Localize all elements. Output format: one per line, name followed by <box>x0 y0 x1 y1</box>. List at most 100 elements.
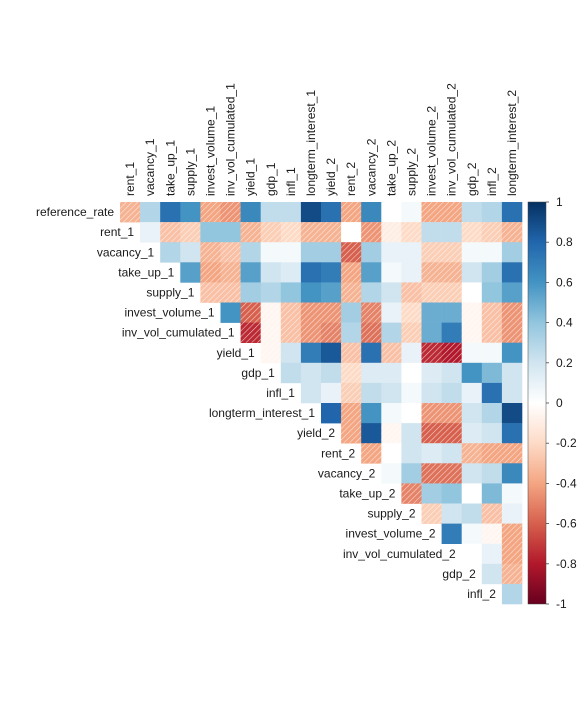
row-label-vacancy_1: vacancy_1 <box>97 245 155 259</box>
heatmap-cell-vacancy_1-take_up_2 <box>381 242 402 263</box>
column-label-invest_volume_2: invest_volume_2 <box>425 106 439 196</box>
heatmap-cell-gdp_1-inv_vol_cumulated_2 <box>441 362 462 384</box>
heatmap-cell-invest_volume_2-inv_vol_cumulated_2 <box>441 523 462 544</box>
heatmap-cell-hatch-take_up_1-inv_vol_cumulated_2 <box>441 262 462 283</box>
column-label-take_up_2: take_up_2 <box>384 140 398 196</box>
heatmap-cell-hatch-inv_vol_cumulated_1-gdp_1 <box>260 322 281 343</box>
heatmap-cell-vacancy_2-take_up_2 <box>381 463 402 484</box>
heatmap-cell-hatch-rent_1-supply_1 <box>180 222 201 243</box>
heatmap-cell-rent_1-invest_volume_1 <box>200 222 221 243</box>
heatmap-cell-hatch-reference_rate-rent_2 <box>341 202 362 223</box>
heatmap-cell-longterm_interest_1-gdp_2 <box>461 403 483 424</box>
heatmap-cell-hatch-supply_1-supply_2 <box>401 282 422 303</box>
heatmap-cell-invest_volume_2-gdp_2 <box>461 523 483 544</box>
heatmap-cell-hatch-invest_volume_2-longterm_interest_2 <box>501 523 522 544</box>
heatmap-cell-supply_1-gdp_2 <box>461 282 483 303</box>
heatmap-cell-reference_rate-infl_1 <box>280 202 302 223</box>
heatmap-cell-hatch-invest_volume_1-infl_2 <box>481 302 502 323</box>
heatmap-cell-gdp_1-longterm_interest_1 <box>300 362 322 384</box>
heatmap-cell-take_up_1-supply_1 <box>180 262 201 283</box>
heatmap-cell-yield_1-gdp_2 <box>461 342 483 364</box>
column-label-yield_1: yield_1 <box>244 158 258 196</box>
heatmap-cell-hatch-inv_vol_cumulated_1-gdp_2 <box>461 322 482 343</box>
heatmap-cell-hatch-rent_1-infl_1 <box>280 222 301 243</box>
heatmap-cell-rent_2-invest_volume_2 <box>421 443 442 464</box>
heatmap-cell-supply_1-infl_1 <box>280 282 302 303</box>
legend-tick-label-0.6: 0.6 <box>556 275 573 289</box>
heatmap-cell-rent_2-supply_2 <box>401 443 422 464</box>
row-label-invest_volume_1: invest_volume_1 <box>124 306 214 320</box>
heatmap-cell-take_up_1-take_up_2 <box>381 262 402 283</box>
heatmap-cell-hatch-rent_2-vacancy_2 <box>361 443 382 464</box>
heatmap-cell-invest_volume_1-inv_vol_cumulated_1 <box>220 302 241 323</box>
column-label-yield_2: yield_2 <box>324 158 338 196</box>
heatmap-cell-inv_vol_cumulated_1-invest_volume_2 <box>421 322 442 343</box>
heatmap-cell-longterm_interest_1-vacancy_2 <box>361 403 382 424</box>
heatmap-cell-hatch-inv_vol_cumulated_1-infl_1 <box>280 322 301 343</box>
heatmap-cell-take_up_1-yield_1 <box>240 262 261 283</box>
row-label-supply_2: supply_2 <box>367 507 415 521</box>
heatmap-cell-hatch-yield_2-inv_vol_cumulated_2 <box>441 423 462 444</box>
heatmap-cell-yield_2-vacancy_2 <box>361 423 382 444</box>
heatmap-cell-hatch-longterm_interest_1-inv_vol_cumulated_2 <box>441 403 462 424</box>
heatmap-cell-infl_1-inv_vol_cumulated_2 <box>441 382 462 404</box>
legend-tick-label-0.2: 0.2 <box>556 356 573 370</box>
row-label-take_up_1: take_up_1 <box>118 265 174 279</box>
heatmap-cell-gdp_1-yield_2 <box>321 362 342 384</box>
heatmap-cell-gdp_1-supply_2 <box>401 362 422 384</box>
heatmap-cell-supply_1-gdp_1 <box>260 282 282 303</box>
heatmap-cell-supply_1-yield_2 <box>321 282 342 303</box>
heatmap-cell-hatch-supply_2-invest_volume_2 <box>421 503 442 524</box>
row-label-reference_rate: reference_rate <box>36 205 114 219</box>
legend-tick-label--1: -1 <box>556 597 567 611</box>
legend-ticks: 1 0.8 0.6 0.4 0.2 0 -0.2 -0.4 -0.6 -0.8 -1 <box>546 195 577 611</box>
heatmap-cell-supply_1-take_up_2 <box>381 282 402 303</box>
column-label-invest_volume_1: invest_volume_1 <box>203 106 217 196</box>
heatmap-cell-reference_rate-supply_2 <box>401 202 422 223</box>
heatmap-cell-hatch-rent_1-supply_2 <box>401 222 422 243</box>
heatmap-cell-hatch-vacancy_1-inv_vol_cumulated_2 <box>441 242 462 263</box>
heatmap-cell-hatch-supply_1-invest_volume_2 <box>421 282 442 303</box>
column-label-supply_2: supply_2 <box>404 148 418 196</box>
heatmap-cell-hatch-yield_2-invest_volume_2 <box>421 423 442 444</box>
row-label-inv_vol_cumulated_1: inv_vol_cumulated_1 <box>122 326 235 340</box>
row-label-rent_2: rent_2 <box>321 446 355 460</box>
legend-tick-label-1: 1 <box>556 195 563 209</box>
heatmap-cell-vacancy_1-yield_2 <box>321 242 342 263</box>
heatmap-cell-take_up_2-longterm_interest_2 <box>501 483 523 504</box>
heatmap-cell-hatch-vacancy_1-rent_2 <box>341 242 362 263</box>
heatmap-cell-hatch-rent_1-longterm_interest_2 <box>501 222 522 243</box>
heatmap-cell-supply_1-infl_2 <box>481 282 503 303</box>
heatmap-cell-hatch-gdp_1-rent_2 <box>341 362 362 383</box>
heatmap-cell-yield_1-vacancy_2 <box>361 342 382 364</box>
column-label-vacancy_1: vacancy_1 <box>143 138 157 196</box>
heatmap-cell-hatch-invest_volume_1-longterm_interest_2 <box>501 302 522 323</box>
heatmap-cell-hatch-gdp_2-longterm_interest_2 <box>501 563 522 584</box>
heatmap-cell-hatch-vacancy_1-invest_volume_1 <box>200 242 221 263</box>
heatmap-cell-hatch-longterm_interest_1-rent_2 <box>341 403 362 424</box>
heatmap-cell-hatch-rent_1-gdp_1 <box>260 222 281 243</box>
row-label-gdp_2: gdp_2 <box>442 567 476 581</box>
heatmap-cell-yield_1-infl_2 <box>481 342 503 364</box>
column-label-supply_1: supply_1 <box>183 148 197 196</box>
heatmap-cell-hatch-inv_vol_cumulated_1-supply_2 <box>401 322 422 343</box>
heatmap-cell-yield_1-longterm_interest_2 <box>501 342 523 364</box>
heatmap-cell-reference_rate-yield_1 <box>240 202 261 223</box>
column-label-infl_1: infl_1 <box>284 167 298 196</box>
heatmap-cell-hatch-supply_1-inv_vol_cumulated_2 <box>441 282 462 303</box>
row-label-gdp_1: gdp_1 <box>241 366 275 380</box>
heatmap-cell-vacancy_1-take_up_1 <box>160 242 181 263</box>
heatmap-cell-infl_1-yield_2 <box>321 382 342 404</box>
heatmap-cell-take_up_1-infl_1 <box>280 262 302 283</box>
heatmap-cell-rent_2-inv_vol_cumulated_2 <box>441 443 462 464</box>
column-label-rent_2: rent_2 <box>344 162 358 196</box>
heatmap-cell-vacancy_1-supply_2 <box>401 242 422 263</box>
heatmap-cell-hatch-take_up_2-supply_2 <box>401 483 422 504</box>
heatmap-cell-vacancy_1-infl_2 <box>481 242 503 263</box>
heatmap-cell-infl_1-longterm_interest_2 <box>501 382 523 404</box>
heatmap-cell-vacancy_1-gdp_2 <box>461 242 483 263</box>
heatmap-cell-reference_rate-gdp_2 <box>461 202 483 223</box>
heatmap-cell-hatch-inv_vol_cumulated_1-yield_2 <box>321 322 342 343</box>
